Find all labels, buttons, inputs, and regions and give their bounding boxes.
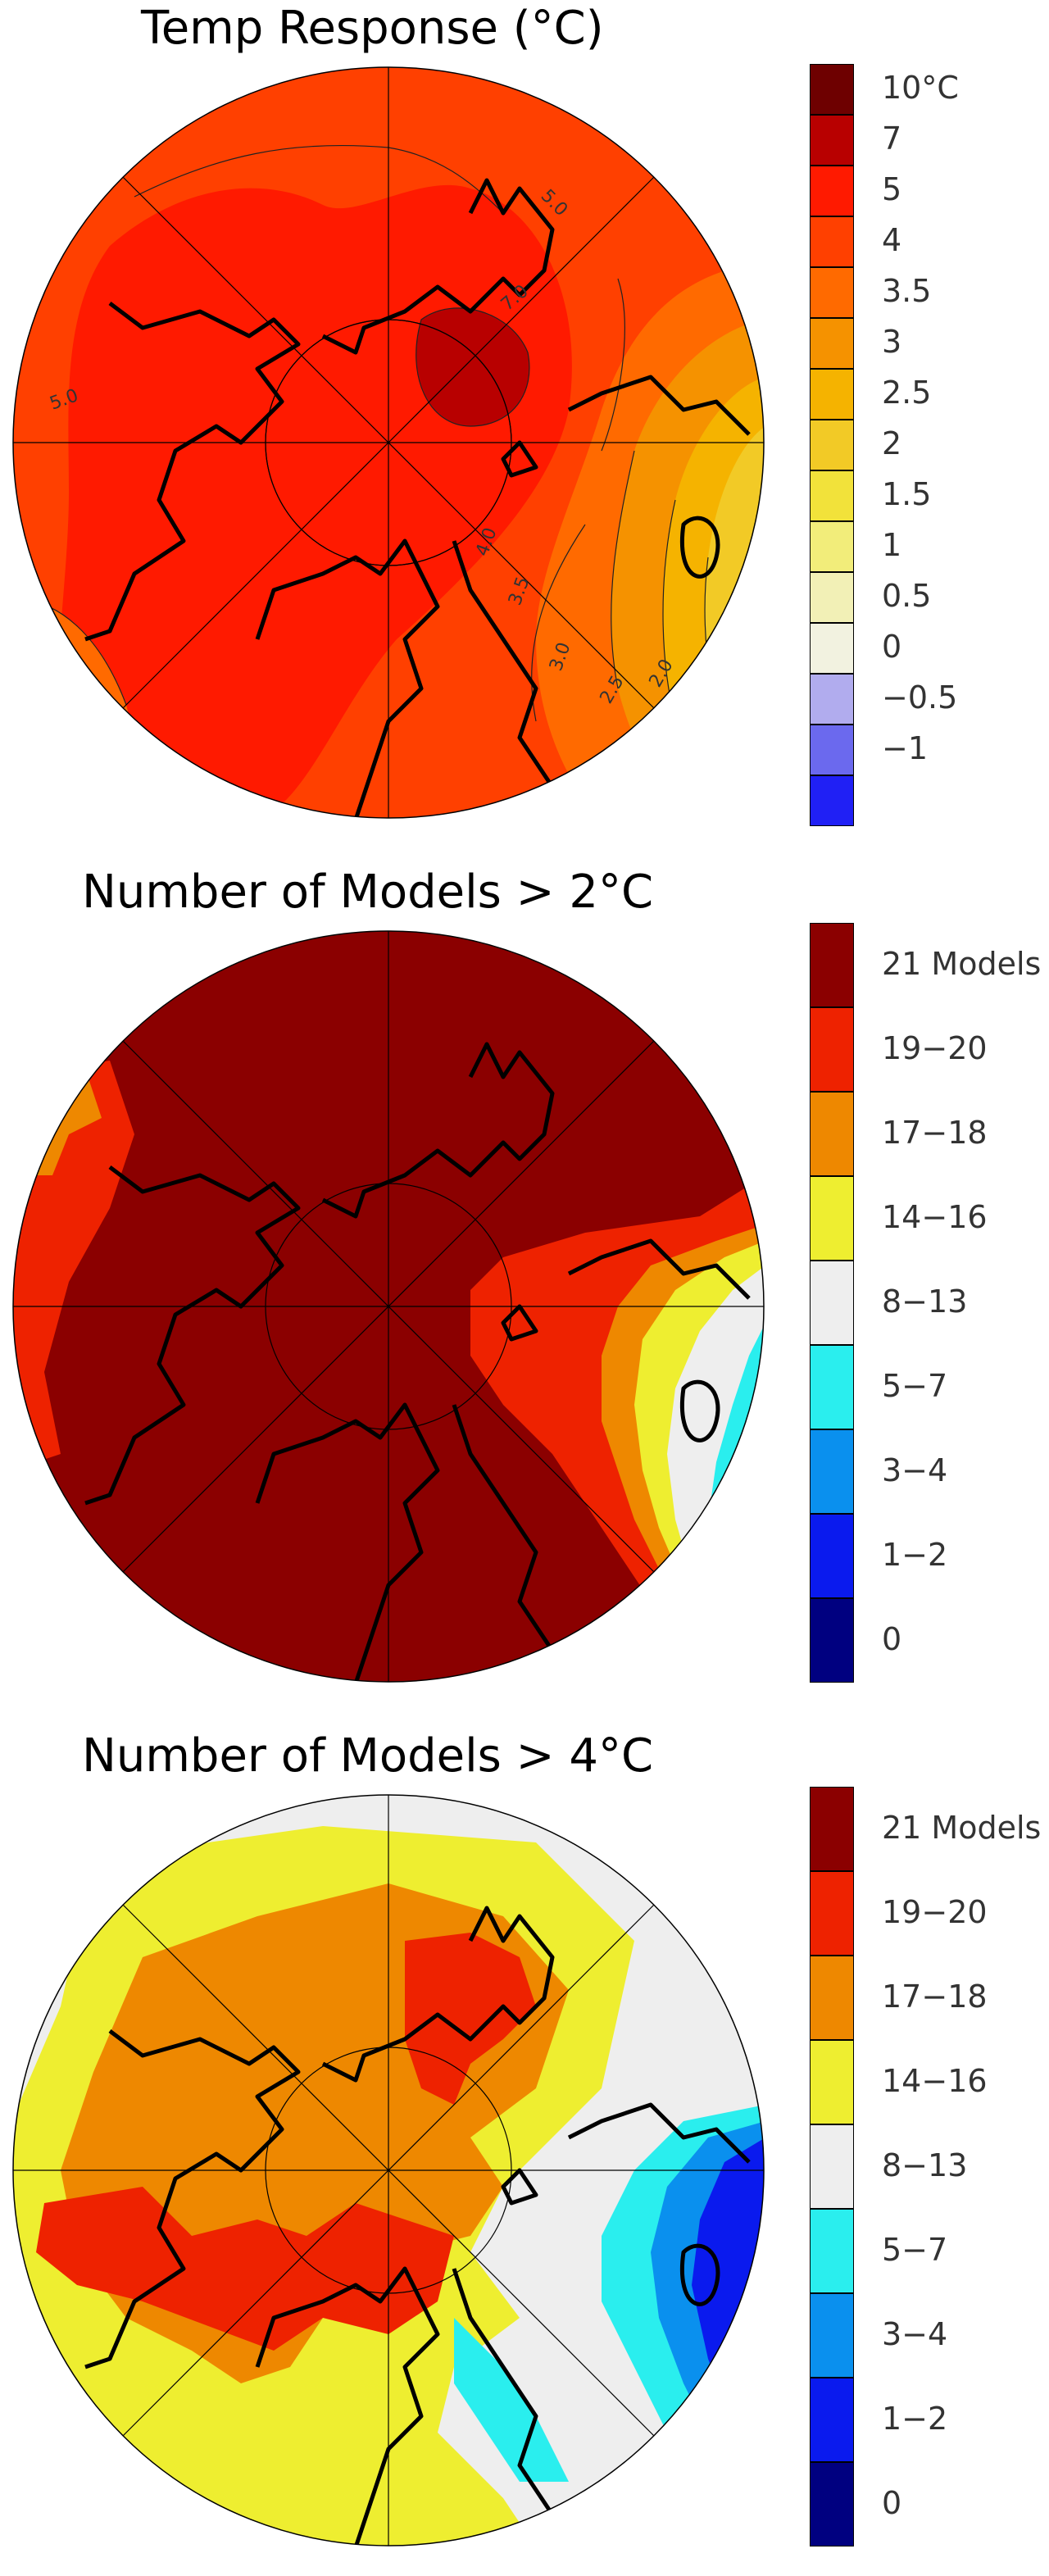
count-region-5-7-west: [13, 2400, 85, 2498]
models-4c-map: [12, 1794, 765, 2546]
legend-swatch: [810, 1092, 854, 1176]
legend-label: −1: [882, 730, 929, 766]
legend-label: 8−13: [882, 1283, 968, 1320]
legend-swatch: [810, 521, 854, 572]
graticule: [13, 67, 764, 818]
legend-label: 1: [882, 527, 902, 563]
legend-label: −0.5: [882, 679, 958, 716]
count-region-19-20-south: [36, 2187, 454, 2351]
legend-swatch: [810, 1261, 854, 1345]
legend-label: 5−7: [882, 1367, 948, 1404]
legend-label: 0: [882, 1620, 902, 1657]
legend-swatch: [810, 674, 854, 725]
legend-label: 19−20: [882, 1029, 988, 1066]
models-4c-panel: Number of Models > 4°C: [0, 1728, 1049, 2576]
legend-label: 1−2: [882, 2400, 948, 2437]
legend-label: 19−20: [882, 1893, 988, 1930]
legend-swatch: [810, 166, 854, 216]
legend-label: 3−4: [882, 1452, 948, 1488]
legend-swatch: [810, 775, 854, 826]
legend-label: 10°C: [882, 70, 959, 106]
legend-swatch: [810, 572, 854, 623]
legend-label: 2: [882, 425, 902, 461]
legend-swatch: [810, 267, 854, 318]
temp-response-map: 5.0 7.0 5.0 4.0 3.5 3.0 2.5 2.0: [12, 66, 765, 819]
legend-label: 17−18: [882, 1114, 988, 1151]
legend-swatch: [810, 115, 854, 166]
legend-swatch: [810, 1176, 854, 1261]
legend-label: 2.5: [882, 375, 932, 411]
panel-title: Number of Models > 2°C: [82, 865, 654, 919]
legend-label: 3−4: [882, 2315, 948, 2352]
legend-swatch: [810, 216, 854, 267]
legend-label: 5−7: [882, 2231, 948, 2268]
legend-label: 21 Models: [882, 945, 1042, 982]
count-region-19-20-north: [405, 1933, 536, 2105]
legend-label: 14−16: [882, 1198, 988, 1235]
panel-title: Number of Models > 4°C: [82, 1729, 654, 1783]
legend-swatch: [810, 923, 854, 1007]
legend-swatch: [810, 725, 854, 775]
legend-label: 5: [882, 171, 902, 207]
legend-swatch: [810, 1514, 854, 1598]
legend-swatch: [810, 1787, 854, 1871]
legend-label: 0.5: [882, 578, 932, 614]
legend-swatch: [810, 2124, 854, 2209]
legend-swatch: [810, 2462, 854, 2546]
legend-swatch: [810, 1007, 854, 1092]
models-2c-panel: Number of Models > 2°C: [0, 864, 1049, 1712]
legend-swatch: [810, 420, 854, 470]
legend-label: 21 Models: [882, 1809, 1042, 1846]
legend-swatch: [810, 2040, 854, 2124]
legend-label: 0: [882, 2484, 902, 2521]
models-2c-map: [12, 930, 765, 1683]
legend-swatch: [810, 470, 854, 521]
count-region-3-4: [745, 1421, 764, 1536]
contour-band-3-west: [13, 656, 85, 818]
panel-title: Temp Response (°C): [141, 2, 604, 55]
legend-label: 1.5: [882, 476, 932, 512]
legend-swatch: [810, 1429, 854, 1514]
legend-label: 4: [882, 222, 902, 258]
legend-swatch: [810, 623, 854, 674]
legend-label: 8−13: [882, 2147, 968, 2183]
legend-swatch: [810, 1871, 854, 1956]
legend-swatch: [810, 64, 854, 115]
legend-label: 17−18: [882, 1978, 988, 2015]
legend-swatch: [810, 1345, 854, 1429]
legend-label: 14−16: [882, 2062, 988, 2099]
legend-swatch: [810, 2209, 854, 2293]
legend-label: 0: [882, 629, 902, 665]
legend-label: 1−2: [882, 1536, 948, 1573]
legend-label: 3: [882, 324, 902, 360]
legend-swatch: [810, 318, 854, 369]
graticule: [13, 1795, 764, 2546]
legend-swatch: [810, 2378, 854, 2462]
contour-band-7: [416, 307, 529, 426]
legend-swatch: [810, 1598, 854, 1683]
legend-label: 3.5: [882, 273, 932, 309]
legend-label: 7: [882, 120, 902, 157]
count-region-5-7-south: [454, 2318, 569, 2482]
legend-swatch: [810, 2293, 854, 2378]
legend-swatch: [810, 1956, 854, 2040]
graticule: [13, 931, 764, 1682]
temp-response-panel: Temp Response (°C): [0, 0, 1049, 848]
legend-swatch: [810, 369, 854, 420]
